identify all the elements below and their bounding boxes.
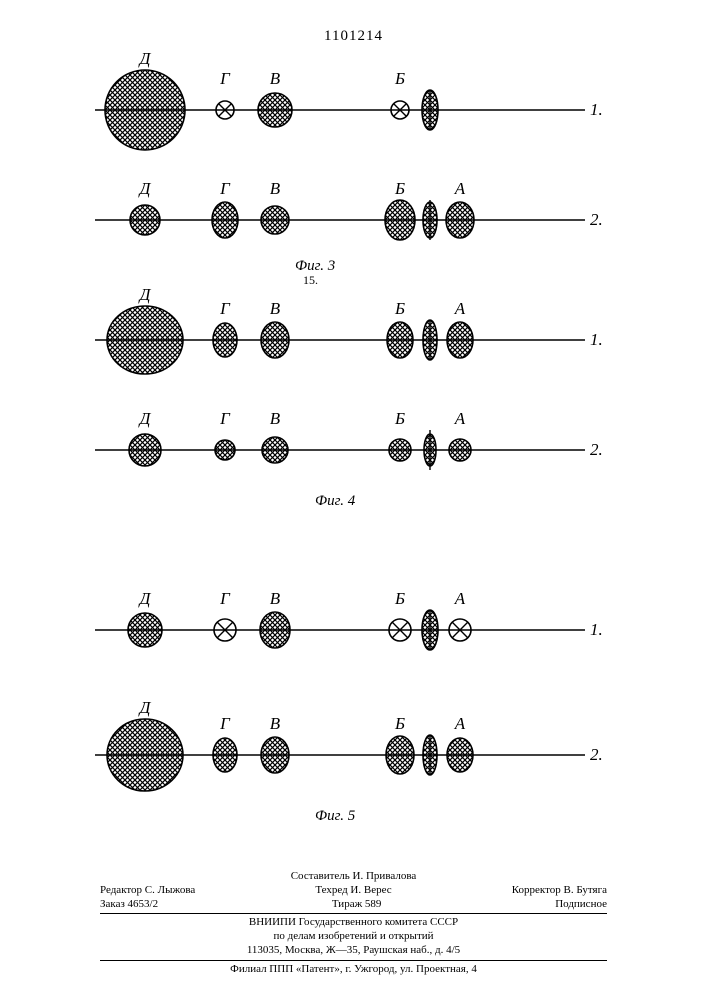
spot-label: Б xyxy=(394,299,405,318)
row-label: 2. xyxy=(590,440,603,459)
footer-corrector: Корректор В. Бутяга xyxy=(512,884,607,898)
spot-А: А xyxy=(449,409,471,461)
figure-caption-sub: 15. xyxy=(303,273,318,287)
spot-Б: Б xyxy=(387,299,413,358)
row-label: 2. xyxy=(590,210,603,229)
footer-tirazh: Тираж 589 xyxy=(332,898,382,912)
spot-Д: Д xyxy=(129,409,161,466)
spot-label: Д xyxy=(138,698,152,717)
spot-label: В xyxy=(270,409,281,428)
spot-label: Г xyxy=(219,409,231,428)
spot-Д: Д xyxy=(130,179,160,235)
spot-Г: Г xyxy=(213,299,237,357)
spot-tick xyxy=(422,610,438,650)
document-id: 1101214 xyxy=(0,28,707,45)
spot-Б: Б xyxy=(391,69,409,119)
spot-В: В xyxy=(261,714,289,773)
spot-Г: Г xyxy=(216,69,234,119)
spot-В: В xyxy=(260,589,290,648)
figure-caption: Фиг. 4 xyxy=(315,493,356,509)
spot-В: В xyxy=(258,69,292,127)
footer-tech: Техред И. Верес xyxy=(315,884,391,898)
spot-tick xyxy=(423,320,437,360)
figure-caption: Фиг. 5 xyxy=(315,808,356,824)
spot-tick xyxy=(423,735,437,775)
spot-label: Г xyxy=(219,589,231,608)
row-label: 1. xyxy=(590,620,603,639)
footer-compiler: Составитель И. Привалова xyxy=(100,870,607,884)
spot-В: В xyxy=(261,299,289,358)
spot-Б: Б xyxy=(385,179,415,240)
footer-block: Составитель И. Привалова Редактор С. Лыж… xyxy=(100,870,607,976)
spot-label: Д xyxy=(138,285,152,304)
spot-Б: Б xyxy=(389,589,411,641)
spot-label: Г xyxy=(219,179,231,198)
spot-Д: Д xyxy=(105,49,185,150)
spot-Д: Д xyxy=(128,589,162,647)
spot-label: В xyxy=(270,299,281,318)
spot-label: Г xyxy=(219,299,231,318)
spot-А: А xyxy=(446,179,474,238)
spot-label: Б xyxy=(394,714,405,733)
spot-label: Г xyxy=(219,714,231,733)
spot-tick xyxy=(424,434,436,466)
diagram-canvas: 1. Д Г В Б 2. Д Г В Б А Фиг. 315. 1. Д Г В Б А 2. Д Г В Б А Фиг.… xyxy=(0,0,707,870)
spot-label: А xyxy=(454,179,466,198)
spot-label: В xyxy=(270,179,281,198)
spot-label: А xyxy=(454,409,466,428)
spot-В: В xyxy=(261,179,289,234)
footer-editor: Редактор С. Лыжова xyxy=(100,884,195,898)
footer-org2: по делам изобретений и открытий xyxy=(100,930,607,944)
row-label: 1. xyxy=(590,330,603,349)
spot-Г: Г xyxy=(212,179,238,238)
spot-label: А xyxy=(454,714,466,733)
footer-sub: Подписное xyxy=(555,898,607,912)
spot-label: В xyxy=(270,589,281,608)
footer-org1: ВНИИПИ Государственного комитета СССР xyxy=(100,916,607,930)
figure-caption: Фиг. 3 xyxy=(295,258,335,274)
spot-tick xyxy=(423,202,437,238)
spot-label: Д xyxy=(138,179,152,198)
footer-order: Заказ 4653/2 xyxy=(100,898,158,912)
spot-Б: Б xyxy=(386,714,414,774)
spot-label: Б xyxy=(394,589,405,608)
spot-label: Д xyxy=(138,49,152,68)
spot-Б: Б xyxy=(389,409,411,461)
spot-label: В xyxy=(270,714,281,733)
spot-В: В xyxy=(262,409,288,463)
spot-Д: Д xyxy=(107,285,183,374)
row-label: 2. xyxy=(590,745,603,764)
row-label: 1. xyxy=(590,100,603,119)
spot-label: Д xyxy=(138,409,152,428)
spot-Д: Д xyxy=(107,698,183,791)
footer-addr1: 113035, Москва, Ж—35, Раушская наб., д. … xyxy=(100,944,607,958)
spot-label: Б xyxy=(394,409,405,428)
footer-addr2: Филиал ППП «Патент», г. Ужгород, ул. Про… xyxy=(100,963,607,977)
spot-tick xyxy=(422,90,438,130)
spot-label: А xyxy=(454,589,466,608)
spot-Г: Г xyxy=(214,589,236,641)
spot-А: А xyxy=(449,589,471,641)
spot-А: А xyxy=(447,714,473,772)
spot-А: А xyxy=(447,299,473,358)
spot-label: Г xyxy=(219,69,231,88)
spot-label: Д xyxy=(138,589,152,608)
spot-label: А xyxy=(454,299,466,318)
spot-Г: Г xyxy=(213,714,237,772)
spot-label: Б xyxy=(394,179,405,198)
spot-Г: Г xyxy=(215,409,235,460)
spot-label: В xyxy=(270,69,281,88)
spot-label: Б xyxy=(394,69,405,88)
